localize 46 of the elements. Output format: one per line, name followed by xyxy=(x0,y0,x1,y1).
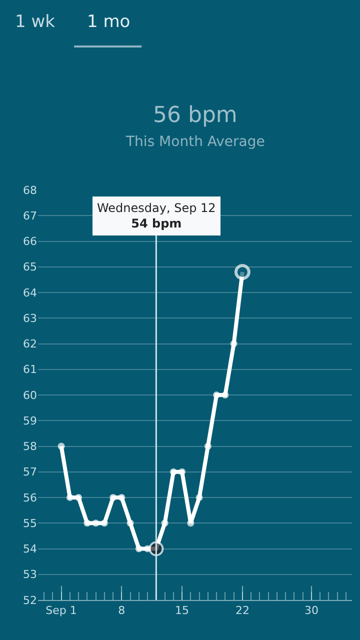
point xyxy=(118,494,126,501)
point xyxy=(66,494,74,501)
y-tick-label: 65 xyxy=(23,260,37,274)
point xyxy=(135,545,142,552)
point xyxy=(187,520,194,527)
text: 1 wk xyxy=(15,12,56,32)
y-tick-label: 55 xyxy=(23,516,37,530)
point xyxy=(75,494,82,501)
chart-subtitle: This Month Average xyxy=(125,134,265,150)
y-tick-label: 58 xyxy=(23,440,37,454)
x-tick-label: 15 xyxy=(175,604,190,618)
point xyxy=(110,494,117,501)
x-tick-label: 30 xyxy=(304,604,318,618)
x-tick-label: 22 xyxy=(235,604,250,618)
y-tick-label: 63 xyxy=(23,312,37,325)
point xyxy=(222,392,229,398)
point xyxy=(84,520,91,527)
point xyxy=(230,340,238,348)
y-tick-label: 57 xyxy=(23,466,37,479)
point xyxy=(196,494,203,501)
y-tick-label: 64 xyxy=(23,286,37,300)
text: 1 mo xyxy=(87,12,130,32)
point xyxy=(58,442,65,450)
point xyxy=(161,520,168,527)
y-tick-label: 56 xyxy=(23,491,37,504)
y-tick-label: 53 xyxy=(23,568,37,582)
point xyxy=(100,520,108,527)
point xyxy=(92,520,100,527)
point xyxy=(204,442,212,450)
y-tick-label: 59 xyxy=(23,414,37,428)
y-tick-label: 61 xyxy=(23,363,37,376)
y-tick-label: 54 xyxy=(23,542,37,556)
y-tick-label: 60 xyxy=(23,388,37,402)
point xyxy=(213,392,220,398)
y-tick-label: 66 xyxy=(23,235,37,248)
y-tick-label: 62 xyxy=(23,338,37,351)
point xyxy=(126,520,134,527)
annotation: Wednesday, Sep 12 54 bpm xyxy=(97,201,216,231)
y-tick-label: 67 xyxy=(23,209,37,222)
point xyxy=(178,468,186,476)
y-tick-label: 68 xyxy=(23,184,37,197)
x-tick-label: 8 xyxy=(118,604,126,618)
point xyxy=(170,468,177,476)
x-tick-label: Sep 1 xyxy=(46,604,77,618)
y-tick-label: 52 xyxy=(23,594,37,607)
chart-title: 56 bpm xyxy=(153,103,238,128)
